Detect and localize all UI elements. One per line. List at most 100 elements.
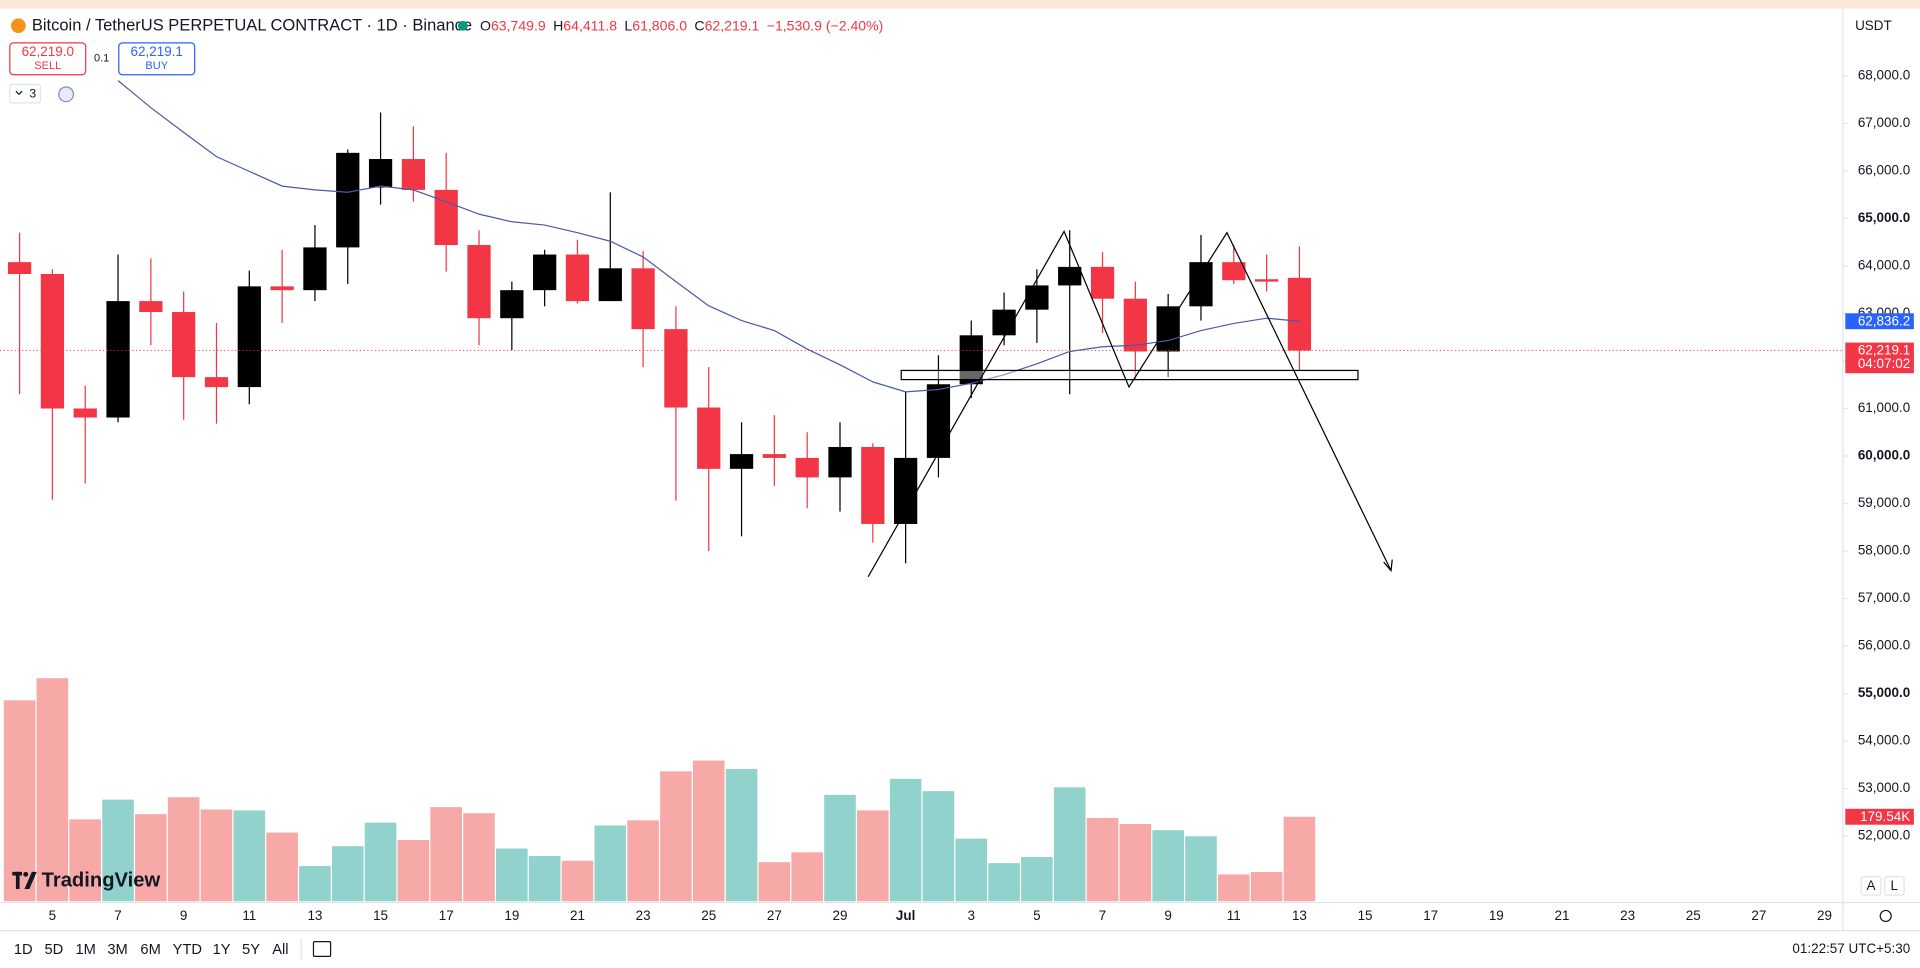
candle-body: [1090, 266, 1115, 299]
indicator-count[interactable]: 3: [29, 87, 36, 101]
y-tick-label: 52,000.0: [1858, 828, 1910, 843]
refresh-icon[interactable]: [58, 86, 75, 103]
scale-button-label[interactable]: L: [1891, 878, 1899, 893]
buy-price[interactable]: 62,219.1: [131, 44, 183, 59]
volume-bar: [233, 810, 266, 902]
x-tick-label: 3: [968, 908, 975, 923]
y-tick-label: 55,000.0: [1858, 685, 1910, 700]
scale-button[interactable]: [1860, 876, 1882, 896]
candle-body: [565, 254, 590, 302]
y-tick-label: 65,000.0: [1858, 210, 1910, 225]
sell-price[interactable]: 62,219.0: [22, 44, 74, 59]
x-tick-label: 9: [180, 908, 187, 923]
candle-body: [1254, 279, 1279, 282]
buy-button[interactable]: [118, 42, 196, 76]
y-tick-label: 68,000.0: [1858, 67, 1910, 82]
sell-label[interactable]: SELL: [34, 60, 61, 72]
range-button[interactable]: 3M: [107, 942, 127, 958]
range-button[interactable]: 5D: [44, 942, 63, 958]
settings-icon[interactable]: [1879, 909, 1892, 923]
spread: 0.1: [94, 53, 109, 65]
x-tick-label: 13: [307, 908, 322, 923]
y-tick-label: 53,000.0: [1858, 780, 1910, 795]
buy-label[interactable]: BUY: [145, 60, 168, 72]
countdown: 04:07:02: [1858, 356, 1910, 371]
scale-button-label[interactable]: A: [1867, 878, 1876, 893]
range-button[interactable]: 1D: [14, 942, 33, 958]
calendar-icon[interactable]: [312, 941, 332, 957]
volume-layer: [3, 678, 1316, 902]
volume-bar: [857, 810, 889, 902]
ma-price-tag: [1845, 313, 1914, 330]
x-tick-label: 19: [504, 908, 519, 923]
x-tick-label: 15: [373, 908, 388, 923]
volume-bar: [725, 769, 758, 902]
candle-body: [959, 335, 983, 385]
x-tick-label: 19: [1489, 908, 1504, 923]
volume-bar: [1283, 816, 1316, 902]
sell-button[interactable]: [9, 42, 87, 76]
y-tick-label: 54,000.0: [1858, 733, 1910, 748]
ohlc-key: H: [553, 17, 563, 33]
volume-bar: [463, 813, 495, 902]
x-tick-label: 5: [49, 908, 56, 923]
x-tick-label: 23: [1620, 908, 1635, 923]
candle-body: [467, 245, 491, 319]
x-tick-label: 7: [114, 908, 121, 923]
x-tick-label: 5: [1033, 908, 1040, 923]
range-button[interactable]: 1M: [76, 942, 96, 958]
change: −1,530.9 (−2.40%): [767, 17, 884, 33]
x-tick-label: 25: [701, 908, 716, 923]
volume-bar: [1218, 874, 1250, 902]
x-tick-label: 29: [1817, 908, 1832, 923]
candle-body: [992, 309, 1016, 336]
x-tick-label: 9: [1164, 908, 1171, 923]
range-button[interactable]: YTD: [173, 942, 202, 958]
moving-average: [117, 80, 1300, 393]
ma-price-label: 62,836.2: [1858, 313, 1910, 328]
ohlc-value: 63,749.9: [491, 17, 546, 33]
candle-body: [303, 247, 327, 291]
candle-body: [697, 407, 721, 469]
volume-bar: [364, 822, 397, 902]
arrow-head: [1383, 559, 1393, 573]
candle-body: [1058, 266, 1082, 286]
candle-body: [73, 408, 97, 418]
candle-body: [172, 312, 196, 378]
ohlc-key: C: [694, 17, 704, 33]
range-button[interactable]: 5Y: [242, 942, 260, 958]
x-tick-label: 15: [1358, 908, 1373, 923]
currency[interactable]: USDT: [1855, 18, 1892, 33]
candle-body: [204, 377, 229, 388]
volume-bar: [102, 799, 134, 902]
range-button[interactable]: 6M: [140, 942, 160, 958]
volume-bar: [69, 819, 102, 902]
volume-bar: [988, 863, 1020, 902]
chevron: [15, 90, 23, 96]
volume-bar: [331, 846, 364, 902]
candle-body: [1025, 285, 1049, 310]
ohlc-key: O: [480, 17, 491, 33]
last-price-tag: [1845, 342, 1914, 374]
volume-bar: [922, 791, 955, 902]
pattern-line: [867, 230, 1392, 578]
price-layer: [0, 80, 1843, 564]
x-tick-label: 25: [1686, 908, 1701, 923]
y-tick-label: 67,000.0: [1858, 115, 1910, 130]
y-tick-label: 58,000.0: [1858, 543, 1910, 558]
status-dot: [457, 20, 468, 31]
x-tick-label: 29: [833, 908, 848, 923]
candle-body: [598, 268, 622, 302]
volume-bar: [955, 838, 988, 902]
range-button[interactable]: All: [272, 942, 288, 958]
indicator-toggle[interactable]: [9, 83, 42, 104]
volume-bar: [200, 809, 233, 902]
candle-body: [1123, 298, 1147, 352]
ohlc-key: L: [624, 17, 632, 33]
x-tick-label: 21: [1554, 908, 1569, 923]
scale-button[interactable]: [1883, 876, 1905, 896]
volume-bar: [430, 807, 462, 902]
range-button[interactable]: 1Y: [213, 942, 231, 958]
candle-body: [828, 446, 852, 478]
